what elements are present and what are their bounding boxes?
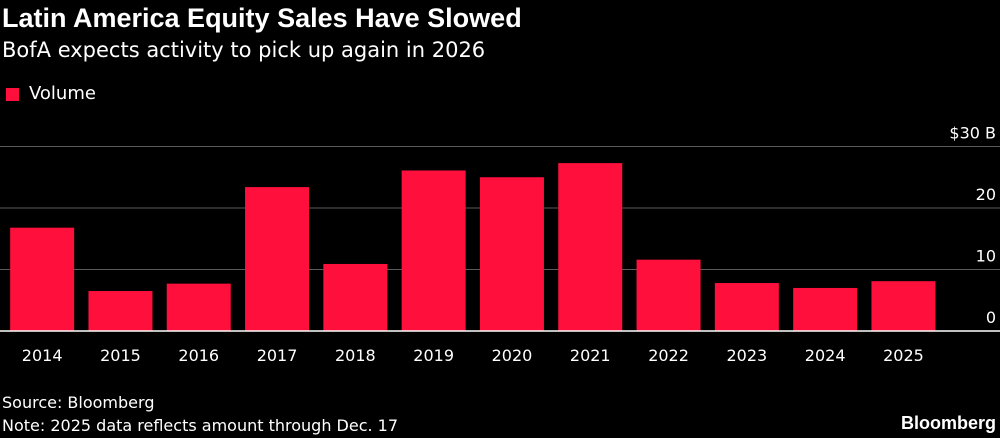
y-tick-label: $30 B [949, 124, 996, 143]
legend-label-volume: Volume [29, 83, 96, 104]
bar-2017 [245, 187, 310, 331]
y-tick-label: 0 [986, 308, 996, 327]
y-tick-label: 10 [976, 247, 996, 266]
bar-2020 [479, 177, 544, 331]
chart-title: Latin America Equity Sales Have Slowed [2, 3, 522, 33]
legend-swatch-volume [6, 87, 19, 101]
x-tick-label: 2015 [100, 346, 141, 365]
x-tick-label: 2022 [648, 346, 689, 365]
x-tick-label: 2023 [726, 346, 767, 365]
x-tick-label: 2017 [257, 346, 298, 365]
x-tick-label: 2020 [492, 346, 533, 365]
bar-2016 [166, 283, 231, 331]
x-tick-label: 2021 [570, 346, 611, 365]
y-tick-label: 20 [976, 185, 996, 204]
bar-2014 [10, 227, 75, 331]
bar-2019 [401, 170, 466, 331]
source-note: Source: Bloomberg [2, 393, 155, 412]
bar-2015 [88, 291, 153, 331]
x-tick-label: 2019 [413, 346, 454, 365]
y-axis-ticks: $30 B 20 10 0 [949, 124, 996, 328]
bar-2025 [871, 281, 936, 331]
bars [10, 163, 936, 331]
x-tick-label: 2018 [335, 346, 376, 365]
x-axis-ticks: 2014 2015 2016 2017 2018 2019 2020 2021 2022 2023… [22, 346, 924, 365]
bar-2024 [793, 287, 858, 331]
x-tick-label: 2024 [805, 346, 846, 365]
bar-2023 [714, 283, 779, 331]
bloomberg-logo: Bloomberg [900, 413, 996, 433]
bar-2018 [323, 263, 388, 331]
bar-2021 [558, 163, 623, 331]
x-tick-label: 2014 [22, 346, 63, 365]
x-tick-label: 2016 [178, 346, 219, 365]
bar-2022 [636, 259, 701, 331]
x-tick-label: 2025 [883, 346, 924, 365]
chart-subtitle: BofA expects activity to pick up again i… [2, 38, 486, 62]
legend: Volume [6, 82, 96, 106]
data-note: Note: 2025 data reflects amount through … [2, 416, 399, 435]
